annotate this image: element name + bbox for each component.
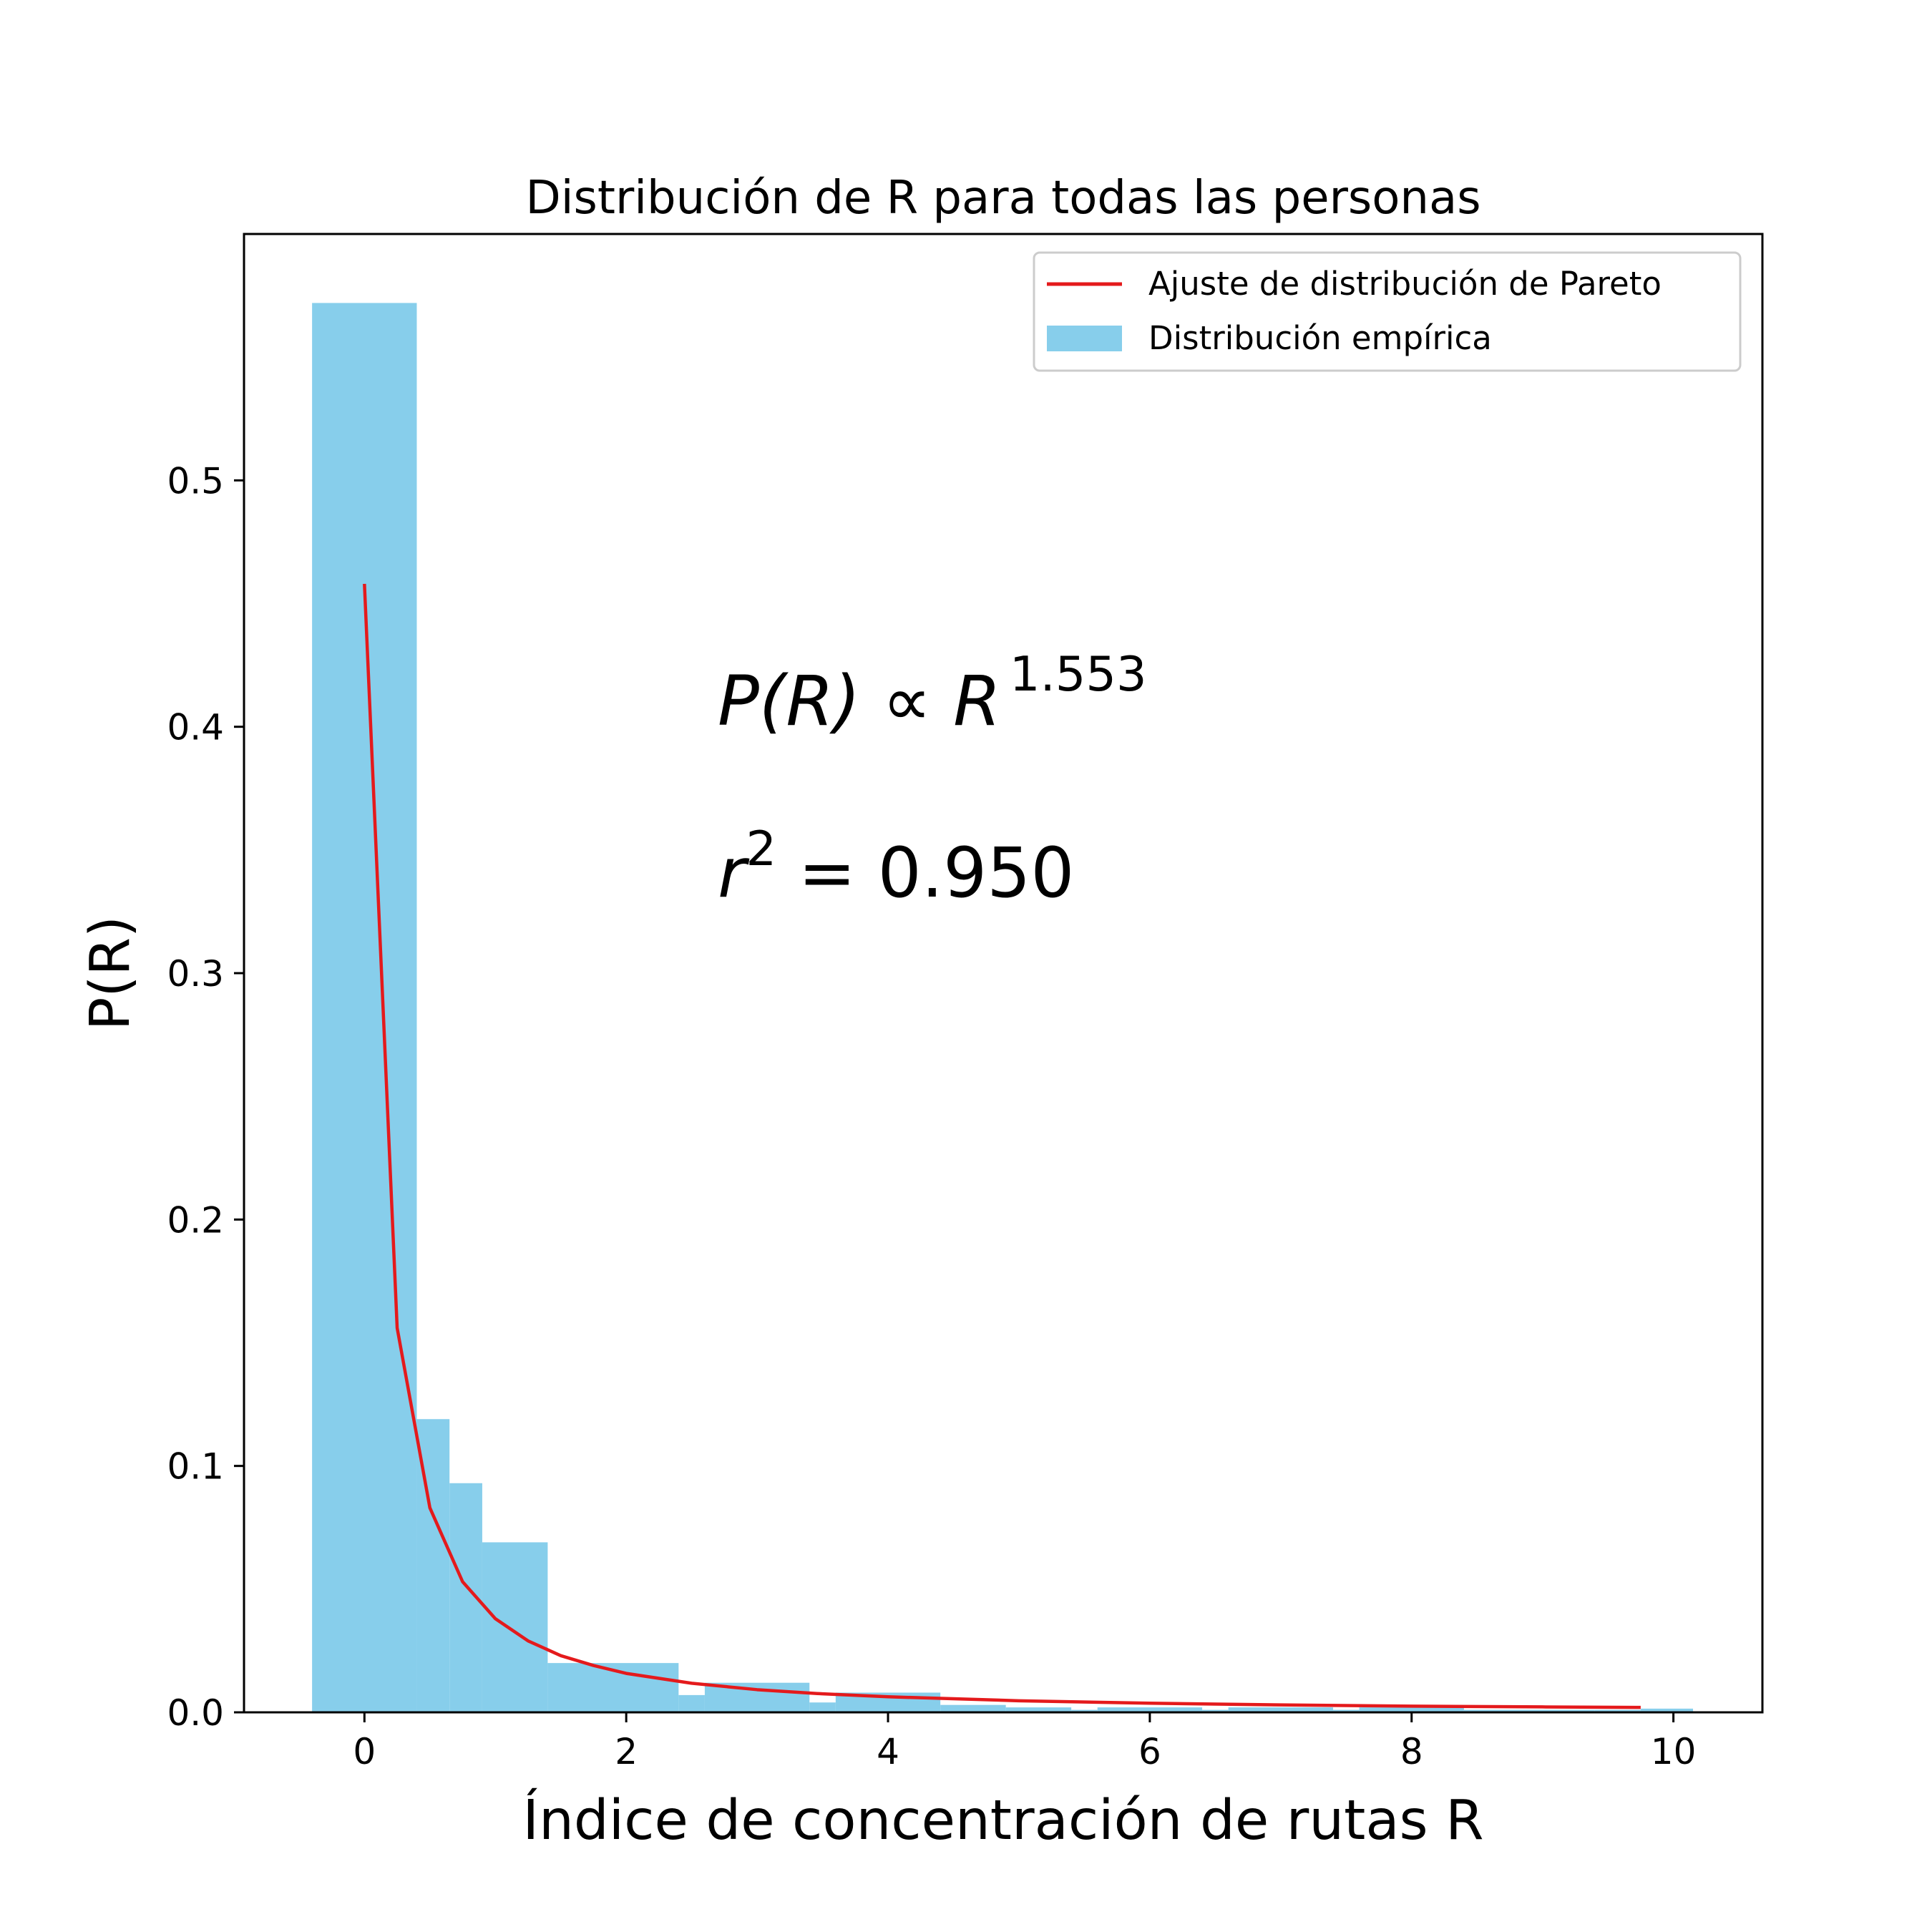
- y-tick-label: 0.2: [167, 1199, 224, 1241]
- chart-title: Distribución de R para todas las persona…: [525, 172, 1480, 225]
- pareto-fit-curve: [363, 583, 1641, 1709]
- y-tick-label: 0.0: [167, 1692, 224, 1734]
- histogram-bar-9: [940, 1704, 1006, 1712]
- y-tick-label: 0.5: [167, 460, 224, 502]
- histogram-bar-10: [1005, 1707, 1072, 1712]
- pareto-formula-annotation: P(R) ∝ R 1.553: [718, 646, 1147, 741]
- histogram-bar-19: [1594, 1709, 1641, 1712]
- histogram-bar-15: [1332, 1709, 1360, 1712]
- r2-rhs: = 0.950: [776, 833, 1074, 913]
- histogram-bar-20: [1640, 1708, 1694, 1712]
- x-tick-label: 8: [1400, 1731, 1423, 1772]
- x-tick-label: 6: [1138, 1731, 1161, 1772]
- histogram-bar-14: [1228, 1707, 1333, 1712]
- x-axis-label: Índice de concentración de rutas R: [522, 1788, 1483, 1853]
- x-tick-label: 2: [615, 1731, 638, 1772]
- histogram-bar-3: [482, 1542, 548, 1712]
- y-tick-label: 0.3: [167, 953, 224, 995]
- histogram-bar-11: [1071, 1709, 1098, 1712]
- histogram-bar-17: [1463, 1709, 1491, 1712]
- histogram-bar-18: [1490, 1709, 1595, 1712]
- x-tick-label: 0: [353, 1731, 376, 1772]
- x-tick-label: 10: [1651, 1731, 1697, 1772]
- r2-lhs: r: [718, 833, 750, 913]
- formula-exponent: 1.553: [1010, 646, 1147, 702]
- legend-label-pareto-fit: Ajuste de distribución de Pareto: [1148, 265, 1662, 303]
- y-tick-label: 0.4: [167, 707, 224, 748]
- histogram-bar-13: [1202, 1709, 1229, 1712]
- legend-swatch-empirical: [1047, 326, 1122, 351]
- legend-frame: [1033, 251, 1742, 372]
- r2-exponent: 2: [746, 821, 776, 877]
- formula-lhs: P(R) ∝ R: [718, 661, 1001, 741]
- histogram-bar-12: [1097, 1707, 1203, 1712]
- x-axis-ticks: 0 2 4 6 8 10: [353, 1712, 1696, 1772]
- y-axis-ticks: 0.0 0.1 0.2 0.3 0.4 0.5: [167, 460, 244, 1734]
- x-tick-label: 4: [877, 1731, 899, 1772]
- histogram-bar-16: [1359, 1707, 1464, 1712]
- legend: Ajuste de distribución de Pareto Distrib…: [1033, 251, 1742, 372]
- r-squared-annotation: r2 = 0.950: [718, 821, 1074, 913]
- histogram-bar-7: [809, 1702, 836, 1712]
- histogram-bars: [312, 303, 1694, 1712]
- y-tick-label: 0.1: [167, 1446, 224, 1488]
- histogram-bar-5: [678, 1694, 705, 1712]
- y-axis-label: P(R): [79, 916, 142, 1030]
- legend-label-empirical: Distribución empírica: [1148, 319, 1492, 357]
- pareto-fit-line: [363, 583, 1641, 1709]
- histogram-bar-0: [312, 303, 417, 1712]
